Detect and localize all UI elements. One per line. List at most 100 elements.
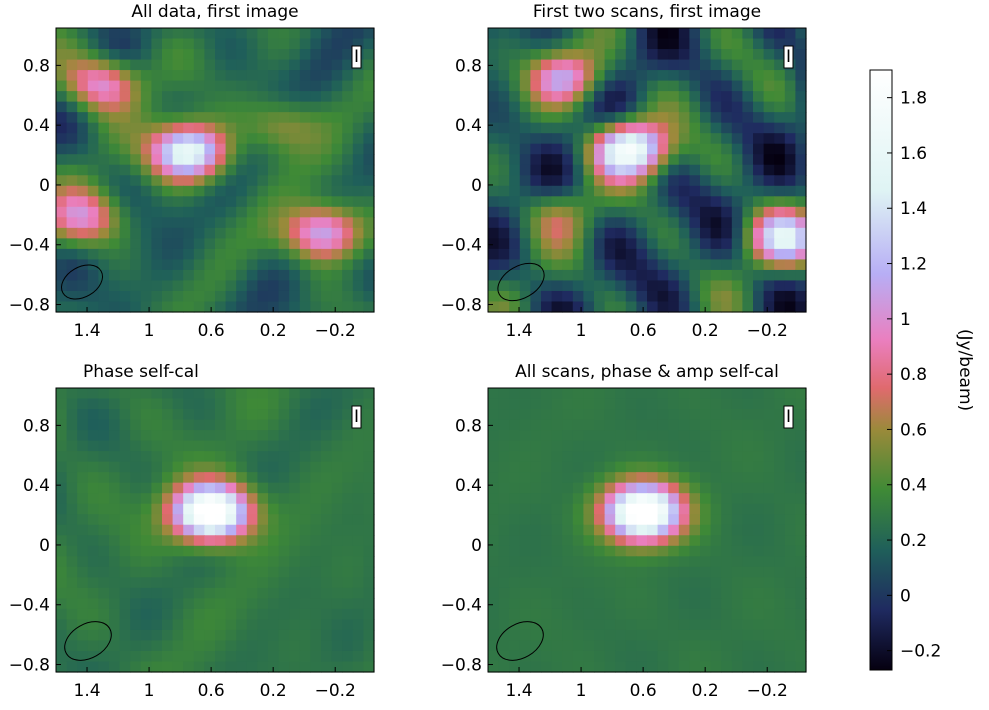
heatmap-cell <box>615 154 627 166</box>
heatmap-cell <box>498 451 510 463</box>
heatmap-cell <box>519 577 531 589</box>
heatmap-cell <box>87 38 99 50</box>
heatmap-cell <box>257 398 269 410</box>
heatmap-cell <box>225 164 237 176</box>
heatmap-cell <box>710 49 722 61</box>
heatmap-cell <box>572 419 584 431</box>
heatmap-cell <box>594 80 606 92</box>
heatmap-cell <box>140 451 152 463</box>
heatmap-cell <box>77 451 89 463</box>
heatmap-cell <box>594 566 606 578</box>
heatmap-cell <box>204 493 216 505</box>
heatmap-cell <box>678 608 690 621</box>
heatmap-cell <box>700 227 712 239</box>
heatmap-cell <box>615 227 627 239</box>
heatmap-cell <box>321 91 333 103</box>
heatmap-cell <box>140 398 152 410</box>
heatmap-cell <box>278 269 290 282</box>
heatmap-cell <box>215 206 227 218</box>
heatmap-cell <box>183 259 195 271</box>
heatmap-cell <box>299 472 311 484</box>
heatmap-cell <box>225 398 237 410</box>
heatmap-cell <box>572 217 584 229</box>
heatmap-cell <box>310 493 322 505</box>
heatmap-cell <box>321 122 333 134</box>
heatmap-cell <box>268 409 280 421</box>
heatmap-cell <box>541 493 553 505</box>
heatmap-cell <box>498 535 510 547</box>
heatmap-cell <box>530 280 542 292</box>
heatmap-cell <box>498 608 510 621</box>
heatmap-cell <box>204 388 216 400</box>
heatmap-cell <box>140 38 152 50</box>
heatmap-cell <box>721 598 733 610</box>
heatmap-cell <box>321 290 333 303</box>
heatmap-cell <box>151 545 163 557</box>
heatmap-cell <box>151 409 163 421</box>
heatmap-cell <box>162 38 174 50</box>
heatmap-cell <box>151 217 163 229</box>
heatmap-cell <box>321 38 333 50</box>
heatmap-cell <box>488 661 500 673</box>
heatmap-cell <box>594 217 606 229</box>
heatmap-cell <box>130 514 142 526</box>
heatmap-cell <box>225 101 237 113</box>
heatmap-cell <box>162 388 174 400</box>
heatmap-cell <box>140 482 152 494</box>
heatmap-cell <box>289 629 301 642</box>
heatmap-cell <box>519 28 531 40</box>
heatmap-cell <box>657 238 669 250</box>
heatmap-cell <box>225 143 237 155</box>
heatmap-cell <box>204 535 216 547</box>
heatmap-cell <box>753 112 765 124</box>
heatmap-cell <box>583 587 595 599</box>
y-tick-label: −0.8 <box>441 296 482 316</box>
heatmap-cell <box>257 217 269 229</box>
heatmap-cell <box>774 587 786 599</box>
heatmap-cell <box>162 122 174 134</box>
heatmap-cell <box>215 482 227 494</box>
heatmap-cell <box>215 629 227 642</box>
heatmap-cell <box>215 133 227 145</box>
heatmap-cell <box>151 650 163 663</box>
heatmap-cell <box>363 143 375 155</box>
heatmap-cell <box>636 629 648 642</box>
heatmap-cell <box>162 59 174 71</box>
heatmap-cell <box>700 280 712 292</box>
heatmap-cell <box>572 28 584 40</box>
heatmap-cell <box>594 514 606 526</box>
heatmap-cell <box>289 608 301 621</box>
heatmap-cell <box>66 290 78 303</box>
heatmap-cell <box>530 28 542 40</box>
heatmap-cell <box>594 301 606 313</box>
heatmap-cell <box>183 419 195 431</box>
heatmap-cell <box>246 440 258 452</box>
heatmap-cell <box>77 143 89 155</box>
heatmap-cell <box>130 629 142 642</box>
heatmap-cell <box>289 301 301 313</box>
heatmap-cell <box>594 175 606 187</box>
heatmap-cell <box>162 535 174 547</box>
heatmap-cell <box>753 661 765 673</box>
heatmap-cell <box>572 227 584 239</box>
heatmap-cell <box>583 545 595 557</box>
heatmap-cell <box>721 409 733 421</box>
heatmap-cell <box>636 301 648 313</box>
x-tick-label: 0.2 <box>260 321 287 341</box>
heatmap-cell <box>594 503 606 515</box>
heatmap-cell <box>647 301 659 313</box>
heatmap-cell <box>119 70 131 82</box>
heatmap-cell <box>204 566 216 578</box>
heatmap-cell <box>342 629 354 642</box>
heatmap-cell <box>774 650 786 663</box>
heatmap-cell <box>98 514 110 526</box>
heatmap-cell <box>77 164 89 176</box>
heatmap-cell <box>583 217 595 229</box>
heatmap-cell <box>572 91 584 103</box>
heatmap-cell <box>98 482 110 494</box>
heatmap-cell <box>763 59 775 71</box>
heatmap-cell <box>657 80 669 92</box>
heatmap-cell <box>246 493 258 505</box>
heatmap-cell <box>56 259 68 271</box>
heatmap-cell <box>795 301 807 313</box>
